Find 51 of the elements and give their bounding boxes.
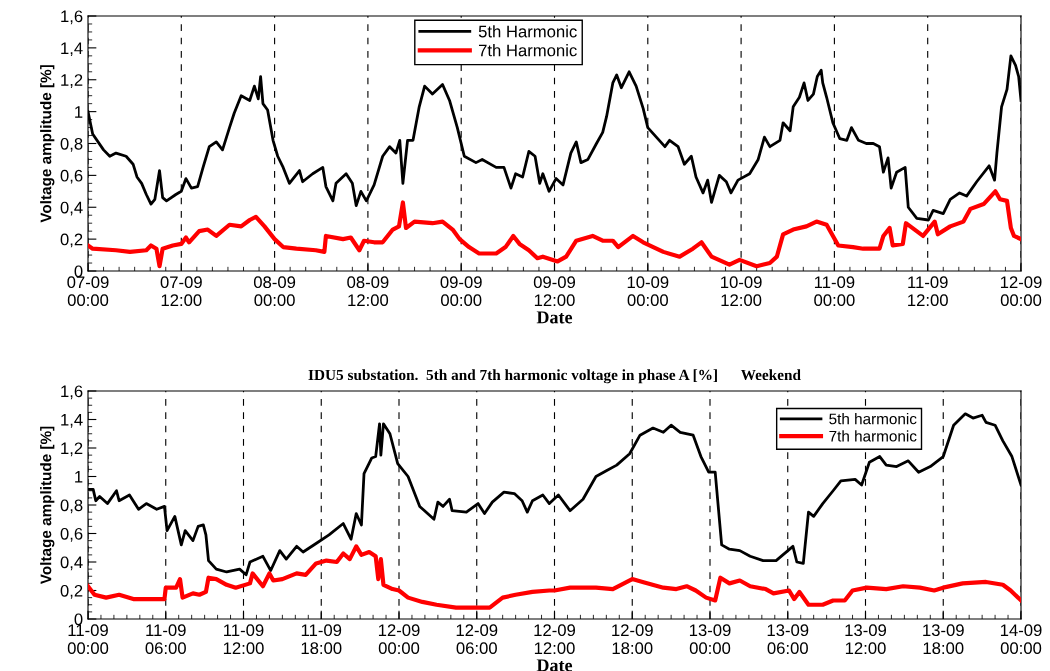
chart-title: IDU5 substation. 5th and 7th harmonic voltage in phase A [%] Weekend (308, 369, 801, 384)
x-tick-label: 11-09 06:00 (145, 624, 186, 655)
legend-label: 7th harmonic (829, 430, 917, 442)
x-tick-label: 09-09 00:00 (440, 276, 482, 307)
y-tick-label: 0,8 (60, 499, 83, 514)
x-tick-label: 12-09 06:00 (456, 624, 498, 655)
x-axis-title: Date (536, 311, 573, 324)
y-axis-title: Voltage amplitude [%] (40, 65, 55, 223)
x-tick-label: 11-09 12:00 (908, 276, 948, 307)
x-tick-label: 13-09 00:00 (689, 624, 731, 655)
y-tick-label: 0 (74, 265, 83, 278)
x-tick-label: 12-09 18:00 (612, 624, 653, 655)
y-tick-label: 0,4 (60, 201, 83, 216)
y-tick-label: 1,2 (61, 74, 83, 88)
y-tick-label: 1,4 (61, 414, 83, 428)
x-tick-label: 13-09 06:00 (767, 624, 809, 655)
x-tick-label: 14-09 00:00 (1000, 624, 1042, 655)
x-tick-label: 11-09 00:00 (814, 276, 855, 307)
y-tick-label: 0,6 (60, 527, 83, 542)
y-axis-title: Voltage amplitude [%] (40, 426, 55, 585)
legend-label: 5th Harmonic (478, 25, 577, 38)
x-tick-label: 12-09 00:00 (1000, 276, 1042, 307)
y-tick-label: 1,2 (61, 442, 83, 457)
legend-label: 7th Harmonic (478, 44, 577, 57)
x-tick-label: 11-09 12:00 (223, 624, 264, 655)
x-tick-label: 13-09 12:00 (845, 624, 887, 655)
y-tick-label: 0,4 (60, 556, 83, 571)
x-tick-label: 07-09 12:00 (160, 276, 202, 307)
y-tick-label: 1,4 (61, 42, 83, 57)
x-tick-label: 08-09 12:00 (347, 276, 389, 307)
y-tick-label: 0,2 (60, 584, 83, 599)
y-tick-label: 0 (74, 613, 83, 626)
y-tick-label: 1,6 (61, 385, 83, 400)
x-tick-label: 13-09 18:00 (923, 624, 964, 655)
x-tick-label: 12-09 12:00 (534, 624, 576, 655)
y-tick-label: 1 (75, 471, 83, 483)
y-tick-label: 0,6 (60, 169, 83, 184)
x-tick-label: 11-09 00:00 (67, 624, 109, 655)
y-tick-label: 0,8 (60, 137, 83, 152)
x-tick-label: 10-09 12:00 (721, 276, 762, 307)
x-tick-label: 10-09 00:00 (627, 276, 669, 307)
x-axis-title: Date (536, 659, 573, 671)
y-tick-label: 1 (75, 106, 83, 118)
x-tick-label: 09-09 12:00 (533, 276, 576, 307)
y-tick-label: 1,6 (61, 10, 83, 25)
legend-label: 5th harmonic (829, 413, 917, 425)
x-tick-label: 11-09 18:00 (301, 624, 342, 655)
x-tick-label: 07-09 00:00 (67, 276, 109, 307)
x-tick-label: 08-09 00:00 (253, 276, 296, 307)
x-tick-label: 12-09 00:00 (378, 624, 420, 655)
y-tick-label: 0,2 (60, 233, 83, 248)
